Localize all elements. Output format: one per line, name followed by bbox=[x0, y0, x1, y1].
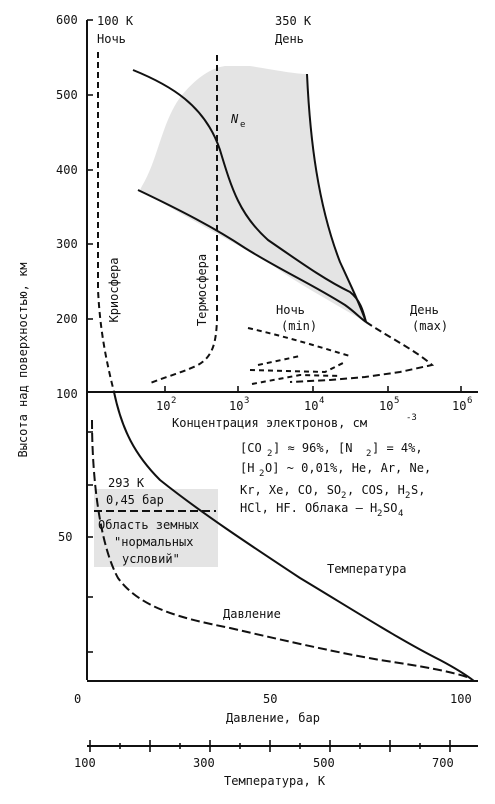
night-label: Ночь bbox=[97, 32, 126, 46]
pressure-tick-50: 50 bbox=[263, 692, 277, 706]
altitude-tick-300: 300 bbox=[56, 237, 78, 251]
composition-line4: HCl, HF. Облака — H 2 SO 4 bbox=[240, 501, 403, 519]
electron-tick-1e3: 10 3 bbox=[229, 396, 249, 413]
svg-text:-3: -3 bbox=[406, 413, 417, 423]
svg-text:, COS, H: , COS, H bbox=[347, 483, 405, 497]
temperature-tick-500: 500 bbox=[313, 756, 335, 770]
altitude-tick-400: 400 bbox=[56, 163, 78, 177]
svg-text:10: 10 bbox=[304, 399, 318, 413]
altitude-ticks bbox=[87, 19, 93, 320]
svg-text:4: 4 bbox=[319, 396, 324, 406]
electron-density-upper-curve bbox=[132, 69, 367, 323]
pressure-curve bbox=[91, 419, 471, 679]
svg-text:2: 2 bbox=[341, 491, 346, 501]
altitude-tick-50: 50 bbox=[58, 530, 72, 544]
thermosphere-curve bbox=[147, 55, 218, 385]
svg-text:] = 4%,: ] = 4%, bbox=[372, 441, 423, 455]
electron-density-lower-curve bbox=[137, 189, 367, 323]
temperature-tick-700: 700 bbox=[432, 756, 454, 770]
pressure-axis-label: Давление, бар bbox=[226, 711, 320, 725]
svg-text:SO: SO bbox=[383, 501, 397, 515]
pressure-tick-0: 0 bbox=[74, 692, 81, 706]
svg-text:10: 10 bbox=[379, 399, 393, 413]
composition-line3: Kr, Xe, CO, SO 2 , COS, H 2 S, bbox=[240, 483, 425, 501]
pressure-curve-label: Давление bbox=[223, 607, 281, 621]
svg-text:[CO: [CO bbox=[240, 441, 262, 455]
night-min-sublabel: (min) bbox=[281, 319, 317, 333]
svg-text:] ≈ 96%, [N: ] ≈ 96%, [N bbox=[273, 441, 352, 455]
svg-text:2: 2 bbox=[259, 469, 264, 479]
surface-temperature-label: 293 K bbox=[108, 476, 145, 490]
day-label: День bbox=[275, 32, 304, 46]
earth-conditions-line2: "нормальных bbox=[114, 535, 193, 549]
electron-axis-label: Концентрация электронов, см -3 bbox=[172, 413, 417, 430]
altitude-tick-100: 100 bbox=[56, 387, 78, 401]
night-temperature-label: 100 K bbox=[97, 14, 134, 28]
svg-text:[H: [H bbox=[240, 461, 254, 475]
svg-text:S,: S, bbox=[411, 483, 425, 497]
day-max-sublabel: (max) bbox=[412, 319, 448, 333]
electron-tick-1e5: 10 5 bbox=[379, 396, 399, 413]
svg-text:2: 2 bbox=[267, 449, 272, 459]
day-temperature-label: 350 K bbox=[275, 14, 312, 28]
svg-text:e: e bbox=[240, 120, 245, 130]
altitude-tick-500: 500 bbox=[56, 88, 78, 102]
altitude-tick-200: 200 bbox=[56, 312, 78, 326]
electron-density-day-curve bbox=[306, 73, 367, 323]
temperature-axis-ticks bbox=[89, 740, 451, 752]
ne-label: N e bbox=[230, 112, 245, 130]
day-max-profile bbox=[289, 321, 435, 383]
svg-text:10: 10 bbox=[229, 399, 243, 413]
temperature-axis-label: Температура, К bbox=[224, 774, 326, 788]
electron-tick-1e6: 10 6 bbox=[452, 396, 472, 413]
svg-text:2: 2 bbox=[377, 509, 382, 519]
svg-text:O] ~ 0,01%, He, Ar, Ne,: O] ~ 0,01%, He, Ar, Ne, bbox=[265, 461, 431, 475]
temperature-tick-300: 300 bbox=[193, 756, 215, 770]
temperature-curve-label: Температура bbox=[327, 562, 406, 576]
composition-line2: [H 2 O] ~ 0,01%, He, Ar, Ne, bbox=[240, 461, 431, 479]
lower-altitude-ticks bbox=[87, 431, 93, 653]
cryosphere-label: Криосфера bbox=[107, 257, 121, 322]
temperature-curve bbox=[113, 391, 475, 682]
svg-text:10: 10 bbox=[452, 399, 466, 413]
day-max-label: День bbox=[410, 303, 439, 317]
earth-conditions-line1: Область земных bbox=[98, 518, 199, 532]
night-min-profile bbox=[247, 327, 351, 385]
svg-text:2: 2 bbox=[366, 449, 371, 459]
svg-text:HCl, HF. Облака — H: HCl, HF. Облака — H bbox=[240, 501, 377, 515]
surface-pressure-label: 0,45 бар bbox=[106, 493, 164, 507]
composition-line1: [CO 2 ] ≈ 96%, [N 2 ] = 4%, bbox=[240, 441, 423, 459]
earth-conditions-region bbox=[94, 489, 218, 567]
svg-text:Концентрация электронов, см: Концентрация электронов, см bbox=[172, 416, 367, 430]
svg-text:3: 3 bbox=[244, 396, 249, 406]
svg-text:6: 6 bbox=[467, 396, 472, 406]
altitude-tick-600: 600 bbox=[56, 13, 78, 27]
svg-text:4: 4 bbox=[398, 509, 403, 519]
electron-tick-1e2: 10 2 bbox=[156, 396, 176, 413]
svg-text:2: 2 bbox=[171, 396, 176, 406]
cryosphere-curve bbox=[97, 52, 115, 393]
svg-text:5: 5 bbox=[394, 396, 399, 406]
svg-text:10: 10 bbox=[156, 399, 170, 413]
svg-text:N: N bbox=[230, 112, 239, 126]
earth-conditions-line3: условий" bbox=[122, 552, 180, 566]
night-min-label: Ночь bbox=[276, 303, 305, 317]
electron-tick-1e4: 10 4 bbox=[304, 396, 324, 413]
electron-axis-ticks bbox=[164, 386, 462, 392]
altitude-axis-label: Высота над поверхностью, км bbox=[16, 262, 30, 457]
pressure-tick-100: 100 bbox=[450, 692, 472, 706]
temperature-tick-100: 100 bbox=[74, 756, 96, 770]
electron-density-band bbox=[140, 66, 366, 322]
svg-text:2: 2 bbox=[405, 491, 410, 501]
thermosphere-label: Термосфера bbox=[195, 254, 209, 326]
svg-text:Kr, Xe, CO, SO: Kr, Xe, CO, SO bbox=[240, 483, 341, 497]
